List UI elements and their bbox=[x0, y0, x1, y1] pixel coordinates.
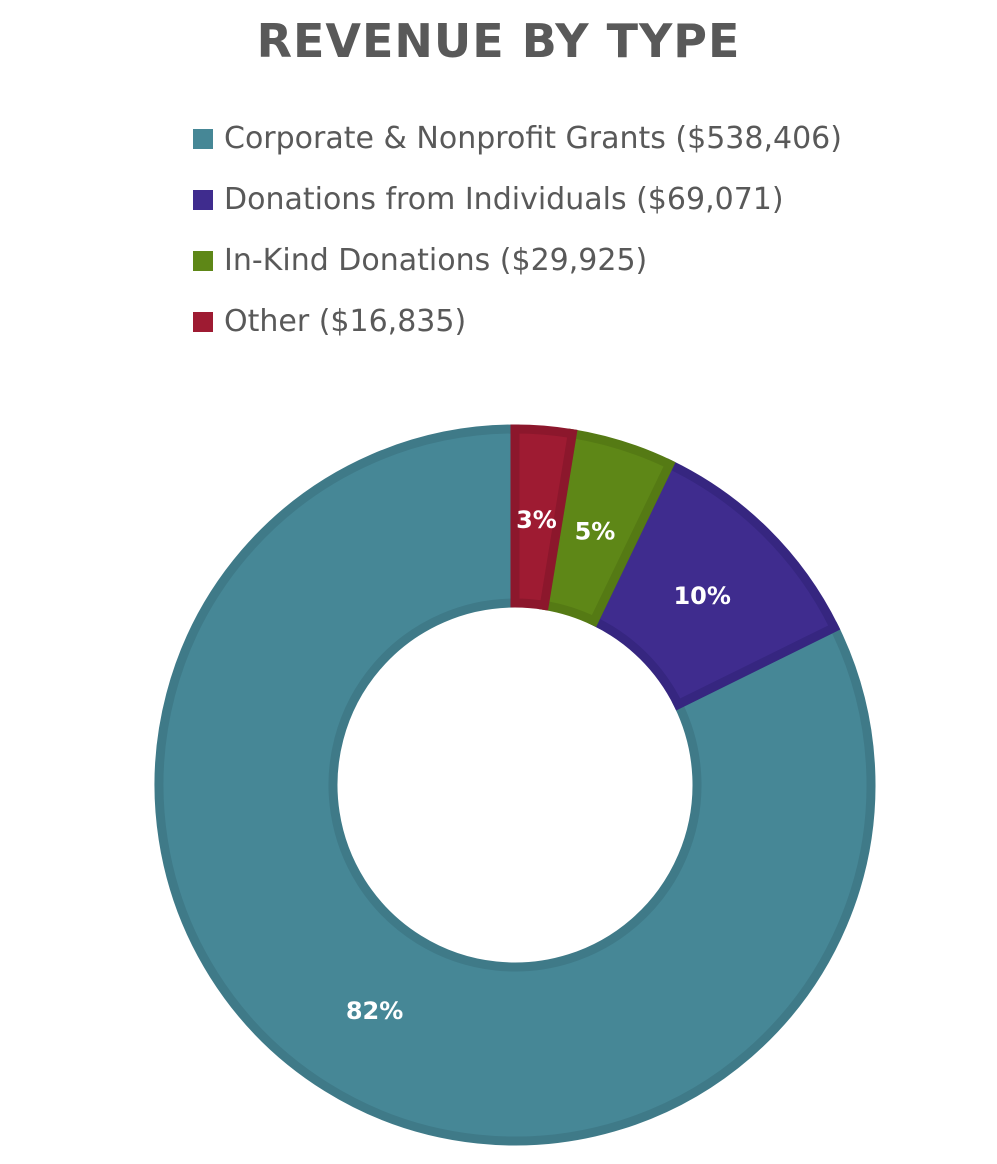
donut-slice-individual-donations[interactable] bbox=[588, 458, 841, 711]
legend-swatch-other bbox=[193, 311, 213, 332]
legend-item-corporate-grants[interactable]: Corporate & Nonprofit Grants ($538,406) bbox=[193, 108, 842, 169]
legend-item-individual-donations[interactable]: Donations from Individuals ($69,071) bbox=[193, 169, 842, 230]
data-label-corporate-grants: 82% bbox=[346, 997, 403, 1025]
legend-item-in-kind-donations[interactable]: In-Kind Donations ($29,925) bbox=[193, 230, 842, 291]
legend-swatch-corporate-grants bbox=[193, 128, 213, 149]
data-label-other: 3% bbox=[516, 506, 557, 534]
donut-slice-corporate-grants[interactable] bbox=[154, 424, 876, 1146]
legend-swatch-individual-donations bbox=[193, 189, 213, 210]
data-label-in-kind-donations: 5% bbox=[575, 517, 616, 545]
legend-swatch-in-kind-donations bbox=[193, 250, 213, 271]
chart-legend: Corporate & Nonprofit Grants ($538,406) … bbox=[193, 108, 842, 352]
donut-slice-other[interactable] bbox=[510, 424, 578, 611]
legend-label-corporate-grants: Corporate & Nonprofit Grants ($538,406) bbox=[224, 121, 842, 156]
data-label-individual-donations: 10% bbox=[673, 582, 730, 610]
legend-label-other: Other ($16,835) bbox=[224, 304, 467, 339]
legend-label-in-kind-donations: In-Kind Donations ($29,925) bbox=[224, 243, 648, 278]
legend-label-individual-donations: Donations from Individuals ($69,071) bbox=[224, 182, 784, 217]
legend-item-other[interactable]: Other ($16,835) bbox=[193, 291, 842, 352]
chart-title: REVENUE BY TYPE bbox=[256, 14, 741, 68]
